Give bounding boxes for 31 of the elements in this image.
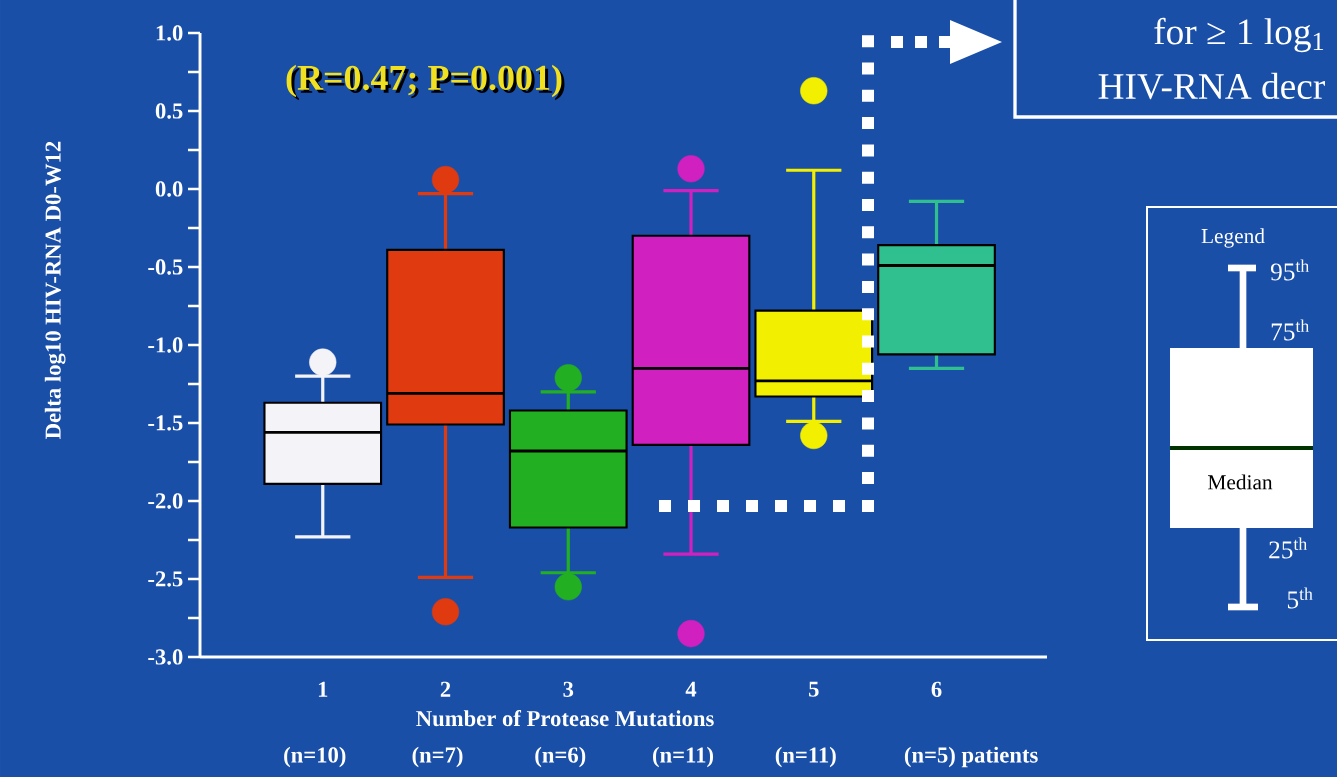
text: (n=11) xyxy=(653,746,714,768)
text: 75$^{th}$ xyxy=(1271,319,1310,341)
y-tick-label: -1.0 xyxy=(148,337,183,353)
x-tick-label: 6 xyxy=(931,681,942,697)
text: 25$^{th}$ xyxy=(1269,537,1308,559)
text: (n=6) xyxy=(535,746,586,768)
text: (n=11) xyxy=(775,746,836,768)
x-tick-label: 4 xyxy=(685,681,697,697)
text: (n=7) xyxy=(412,746,463,768)
y-tick-label: 0.0 xyxy=(155,181,183,197)
y-tick-label: 0.5 xyxy=(155,103,183,119)
y-tick-label: -2.5 xyxy=(148,571,183,587)
x-tick-label: 5 xyxy=(809,681,819,697)
y-tick-label: 1.0 xyxy=(156,25,183,41)
text: for ≥ 1 log$_{1}$ xyxy=(1154,17,1324,53)
y-axis-title: Delta log10 HIV-RNA D0-W12 xyxy=(44,141,66,439)
text: 95$^{th}$ xyxy=(1270,259,1310,281)
text: Legend xyxy=(1201,228,1265,248)
x-axis-title: Number of Protease Mutations xyxy=(416,710,714,727)
text: HIV-RNA decr xyxy=(1098,72,1325,100)
x-tick-label: 3 xyxy=(563,681,574,697)
x-tick-label: 1 xyxy=(318,681,328,697)
y-tick-label: -0.5 xyxy=(148,259,183,275)
text: (n=10) xyxy=(284,746,346,768)
text: Median xyxy=(1208,474,1273,490)
y-tick-label: -2.0 xyxy=(148,493,183,509)
y-tick-label: -3.0 xyxy=(148,649,183,665)
x-tick-label: 2 xyxy=(440,681,451,697)
y-tick-label: -1.5 xyxy=(148,415,183,431)
text: 5$^{th}$ xyxy=(1287,587,1313,609)
text: (n=5) patients xyxy=(904,746,1038,768)
